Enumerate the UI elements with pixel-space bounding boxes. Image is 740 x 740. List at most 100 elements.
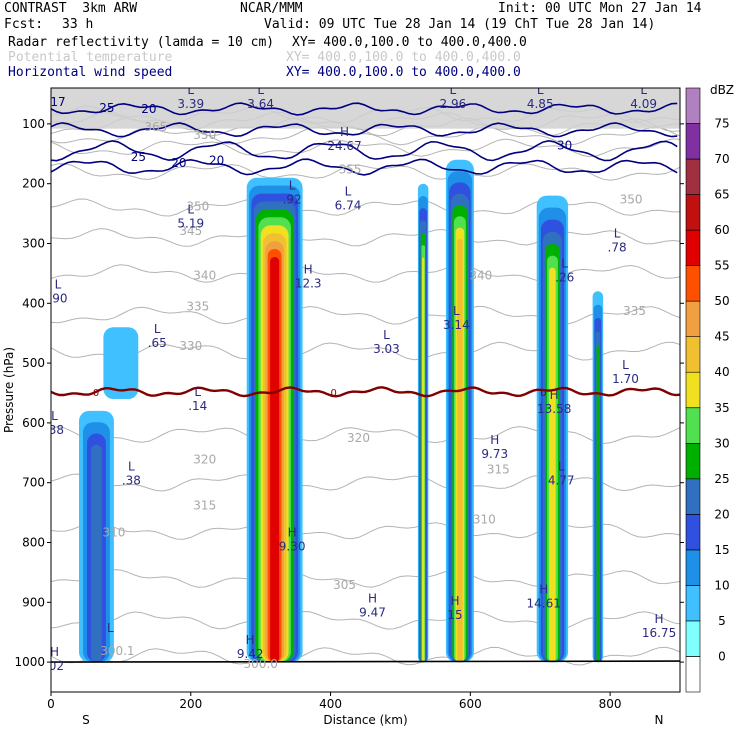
field-xy-theta: XY= 400.0,100.0 to 400.0,400.0 xyxy=(286,50,521,65)
zero-isotherm-label: 0 xyxy=(93,388,99,399)
extremum-value: 12.3 xyxy=(295,276,322,290)
extremum-type: L xyxy=(450,83,457,97)
colorbar-tick-label: 30 xyxy=(714,436,729,450)
y-tick-label: 500 xyxy=(22,356,45,370)
extremum-type: H xyxy=(340,125,349,139)
theta-contour-label: 300.1 xyxy=(100,644,134,658)
extremum-type: L xyxy=(561,256,568,270)
theta-contour-line xyxy=(51,610,680,630)
extremum-type: H xyxy=(368,591,377,605)
wind-contour-label: 17 xyxy=(50,95,65,109)
x-tick-label: 200 xyxy=(179,697,202,711)
extremum-value: 2.96 xyxy=(440,97,467,111)
x-axis-label: Distance (km) xyxy=(323,713,407,727)
colorbar-swatch xyxy=(685,620,701,657)
plot-frame xyxy=(50,87,681,693)
y-tick-label: 100 xyxy=(22,117,45,131)
colorbar-swatch xyxy=(685,194,701,231)
extremum-type: H xyxy=(246,633,255,647)
theta-contour-label: 310 xyxy=(102,526,125,540)
wind-contour-label: 25 xyxy=(131,150,146,164)
zero-isotherm-label: 0 xyxy=(540,388,546,399)
extremum-type: H xyxy=(655,612,664,626)
init-time: Init: 00 UTC Mon 27 Jan 14 xyxy=(498,1,702,16)
colorbar-tick-label: 20 xyxy=(714,507,729,521)
colorbar-swatch xyxy=(685,478,701,515)
y-tick-label: 700 xyxy=(22,476,45,490)
field-xy-reflectivity: XY= 400.0,100.0 to 400.0,400.0 xyxy=(292,35,527,50)
extremum-type: L xyxy=(51,409,58,423)
colorbar-unit: dBZ xyxy=(710,83,734,97)
wind-contour-label: 20 xyxy=(209,154,224,168)
colorbar-tick-label: 65 xyxy=(714,188,729,202)
theta-contour-line xyxy=(51,228,680,247)
colorbar-swatch xyxy=(685,442,701,480)
extremum-value: .78 xyxy=(608,240,627,254)
extremum-value: 14.61 xyxy=(527,596,561,610)
extremum-value: 24.67 xyxy=(327,139,361,153)
theta-contour-label: 305 xyxy=(333,578,356,592)
colorbar-swatch xyxy=(685,87,701,124)
colorbar-tick-label: 35 xyxy=(714,401,729,415)
wind-contour-label: 25 xyxy=(99,101,114,115)
theta-contour-line xyxy=(51,341,680,361)
theta-contours xyxy=(51,88,680,666)
extremum-value: .38 xyxy=(45,423,64,437)
stratospheric-theta-band xyxy=(51,88,680,129)
zero-isotherm-label: 0 xyxy=(331,388,337,399)
theta-contour-label: 340 xyxy=(193,268,216,282)
extremum-value: .65 xyxy=(148,336,167,350)
reflectivity-cell-6-level-25 xyxy=(596,344,600,663)
theta-contour-line xyxy=(51,263,680,283)
extremum-value: 4.09 xyxy=(630,97,657,111)
extremum-value: .90 xyxy=(48,291,67,305)
extremum-type: L xyxy=(257,83,264,97)
theta-contour-line xyxy=(51,473,680,492)
extremum-value: 4.77 xyxy=(548,474,575,488)
extremum-value: 9.73 xyxy=(481,447,508,461)
extremum-type: H xyxy=(550,388,559,402)
extremum-value: 3.03 xyxy=(373,342,400,356)
x-tick-label: 0 xyxy=(47,697,55,711)
colorbar-swatch xyxy=(685,123,701,160)
extremum-value: .26 xyxy=(555,270,574,284)
theta-contour-label: 320 xyxy=(193,453,216,467)
theta-contour-label: 340 xyxy=(469,268,492,282)
colorbar-swatch xyxy=(685,656,701,693)
extremum-value: 16.75 xyxy=(642,626,676,640)
wind-contour-line xyxy=(51,158,678,176)
wind-contour-label: 20 xyxy=(171,156,186,170)
theta-contour-line xyxy=(51,569,680,588)
y-axis-label: Pressure (hPa) xyxy=(2,347,16,433)
extremum-type: L xyxy=(154,322,161,336)
extremum-value: 3.14 xyxy=(443,318,470,332)
reflectivity-cell-3-level-35 xyxy=(422,257,425,663)
reflectivity-cell-4-level-40 xyxy=(457,238,463,663)
theta-contour-label: 315 xyxy=(487,463,510,477)
theta-contour-label: 365 xyxy=(144,120,167,134)
extremum-value: .92 xyxy=(283,193,302,207)
extremum-type: L xyxy=(187,83,194,97)
extremum-type: H xyxy=(304,262,313,276)
colorbar-tick-label: 60 xyxy=(714,223,729,237)
extremum-value: 13.58 xyxy=(537,402,571,416)
colorbar-swatch xyxy=(685,265,701,302)
colorbar-tick-label: 15 xyxy=(714,543,729,557)
valid-time: Valid: 09 UTC Tue 28 Jan 14 (19 ChT Tue … xyxy=(264,17,656,32)
extremum-value: 9.30 xyxy=(279,539,306,553)
colorbar-tick-label: 0 xyxy=(718,649,726,663)
extremum-type: L xyxy=(453,304,460,318)
colorbar-tick-label: 5 xyxy=(718,614,726,628)
reflectivity-cell-0-level-20 xyxy=(91,444,102,663)
y-tick-label: 800 xyxy=(22,535,45,549)
extremum-type: H xyxy=(450,594,459,608)
y-tick-label: 900 xyxy=(22,595,45,609)
colorbar-swatch xyxy=(685,229,701,266)
y-tick-label: 300 xyxy=(22,236,45,250)
theta-contour-label: 315 xyxy=(193,499,216,513)
colorbar-swatch xyxy=(685,514,701,551)
colorbar-tick-label: 10 xyxy=(714,578,729,592)
theta-contour-label: 345 xyxy=(179,224,202,238)
colorbar-swatch xyxy=(685,371,701,409)
